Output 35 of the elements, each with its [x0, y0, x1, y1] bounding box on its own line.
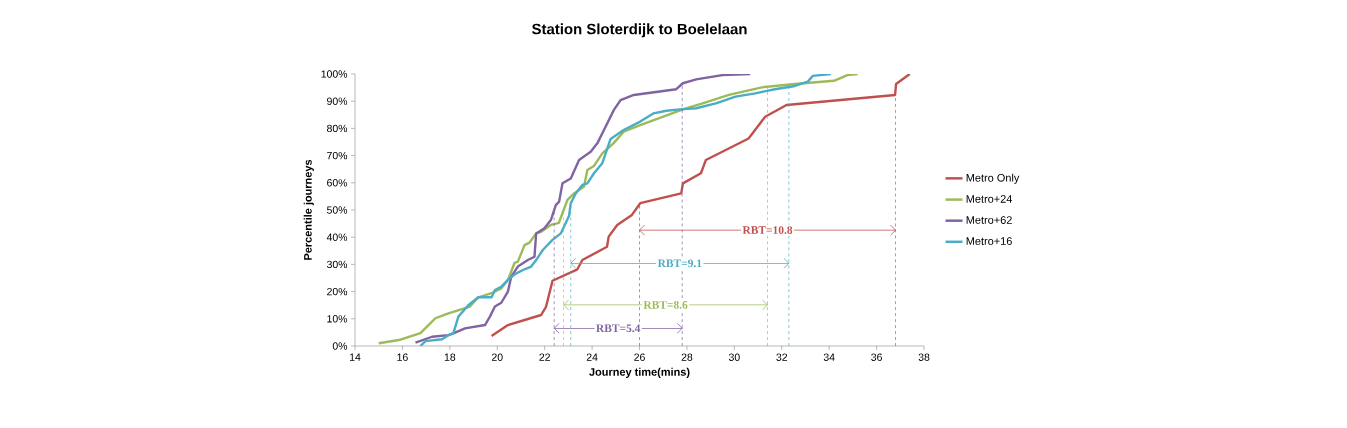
y-tick-label: 100% — [321, 70, 348, 78]
y-tick-label: 60% — [327, 179, 348, 187]
x-tick-label: 32 — [776, 353, 788, 361]
y-tick-label: 80% — [327, 124, 348, 133]
x-tick-label: 16 — [397, 353, 408, 361]
x-tick-label: 22 — [539, 353, 550, 361]
annotation: RBT=10.8 — [742, 226, 793, 235]
annotation: RBT=8.6 — [643, 301, 688, 309]
x-tick-label: 18 — [444, 353, 456, 361]
x-tick-label: 28 — [681, 353, 693, 361]
y-tick-label: 0% — [332, 342, 348, 350]
x-tick-label: 20 — [491, 353, 503, 361]
y-axis-title: Percentile journeys — [303, 159, 314, 260]
y-tick-label: 10% — [327, 315, 348, 323]
y-tick-label: 70% — [327, 151, 348, 160]
x-tick-label: 24 — [586, 353, 598, 361]
x-tick-label: 34 — [823, 353, 835, 361]
legend-label: Metro+62 — [966, 216, 1012, 224]
y-tick-label: 40% — [326, 233, 348, 241]
x-tick-label: 26 — [634, 353, 645, 361]
chart-title: Station Sloterdijk to Boelelaan — [532, 23, 747, 38]
x-tick-label: 38 — [918, 353, 930, 361]
x-axis-title: Journey time(mins) — [589, 367, 690, 378]
x-tick-label: 14 — [349, 353, 361, 361]
y-tick-label: 20% — [327, 287, 348, 296]
x-tick-label: 36 — [871, 353, 882, 361]
y-tick-label: 30% — [326, 260, 348, 269]
legend-label: Metro+16 — [966, 237, 1012, 245]
y-tick-label: 90% — [327, 97, 348, 105]
x-tick-label: 30 — [728, 353, 740, 361]
legend-label: Metro+24 — [966, 195, 1013, 203]
legend-label: Metro Only — [966, 173, 1020, 184]
annotation: RBT=5.4 — [596, 324, 641, 333]
y-tick-label: 50% — [326, 206, 348, 214]
annotation: RBT=9.1 — [657, 259, 702, 268]
